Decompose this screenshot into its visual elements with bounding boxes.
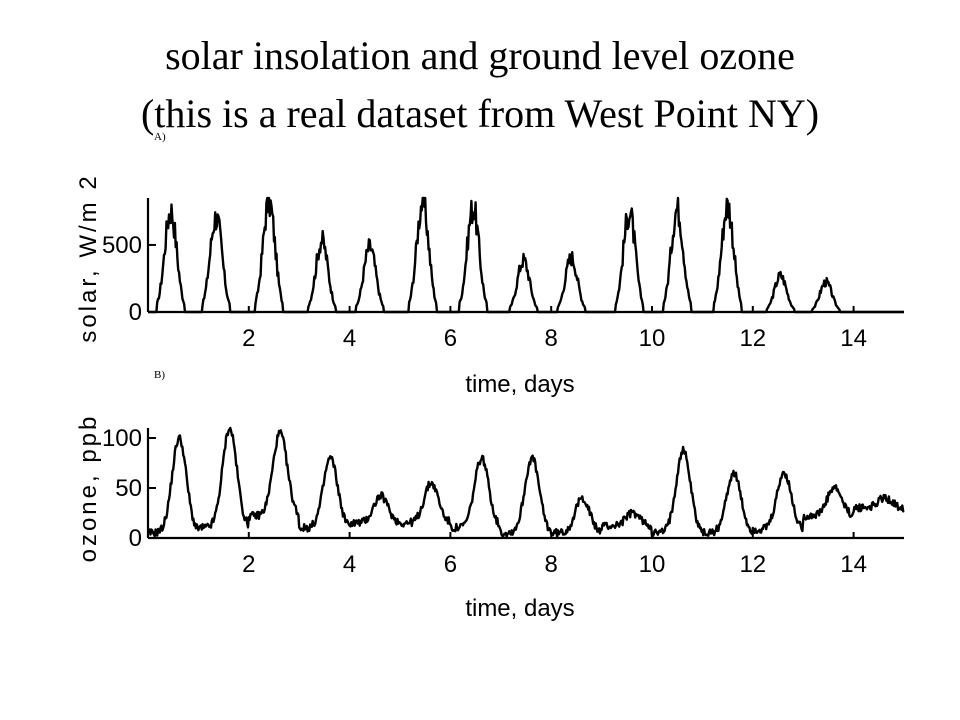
panel-a-label: A) [154,131,166,143]
panel-b-xtick-label: 8 [545,551,558,578]
panel-a-xtick-label: 6 [444,325,457,352]
panel-b-ytick-label: 50 [115,475,142,502]
panel-b-xlabel: time, days [465,595,574,622]
slide-title-line1: solar insolation and ground level ozone [165,33,795,78]
panel-b: B) 0 50 100 2 4 6 8 10 12 14 ozone, ppb time, da… [75,369,905,622]
panel-a-xtick-label: 8 [545,325,558,352]
panel-a-xtick-label: 4 [343,325,356,352]
panel-b-label: B) [154,369,165,381]
panel-a-xtick-label: 10 [639,325,666,352]
panel-b-xtick-label: 12 [739,551,766,578]
panel-b-ytick-label: 100 [102,425,142,452]
panel-a-ylabel: solar, W/m 2 [75,173,102,342]
panel-a: A) 0 500 2 4 6 8 10 12 14 solar, W/m 2 time, da… [75,131,905,398]
panel-a-xtick-label: 12 [739,325,766,352]
panel-a-ytick-label: 0 [129,299,142,326]
panel-b-xtick-label: 14 [840,551,867,578]
panel-b-xtick-label: 2 [242,551,255,578]
panel-a-ytick-label: 500 [102,232,142,259]
panel-a-series-line [147,196,905,314]
panel-b-xtick-label: 4 [343,551,356,578]
slide-title-line2: (this is a real dataset from West Point … [140,91,820,136]
panel-b-ytick-label: 0 [129,525,142,552]
panel-a-xtick-label: 2 [242,325,255,352]
panel-b-ylabel: ozone, ppb [75,414,102,563]
panel-a-xlabel: time, days [465,371,574,398]
panel-a-xtick-label: 14 [840,325,867,352]
panel-b-xtick-label: 6 [444,551,457,578]
panel-b-series-line [147,426,905,538]
panel-b-xtick-label: 10 [639,551,666,578]
